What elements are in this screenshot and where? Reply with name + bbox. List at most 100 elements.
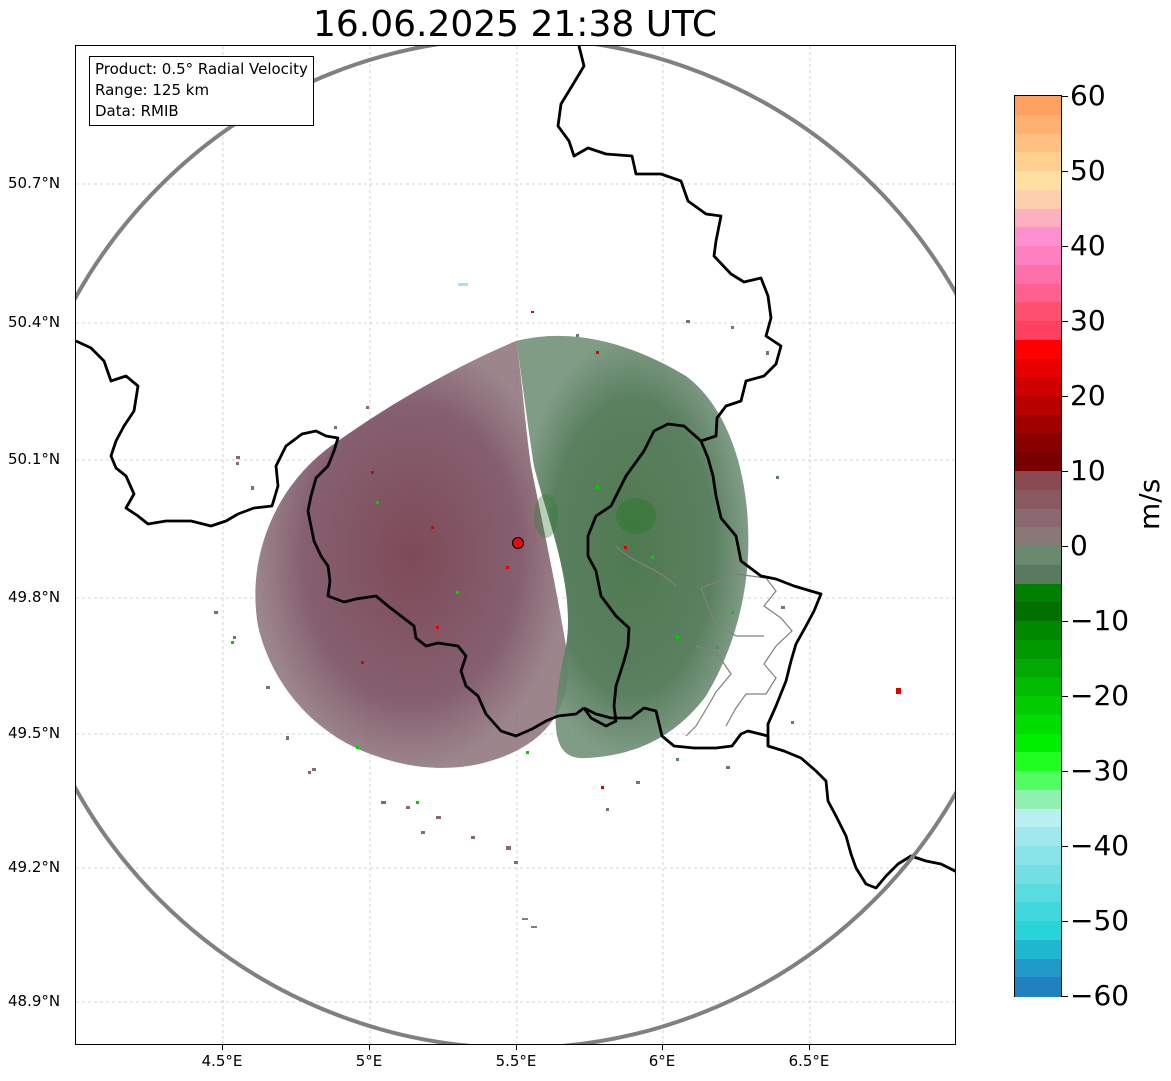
colorbar-segment [1015, 452, 1061, 472]
colorbar-segment [1015, 339, 1061, 360]
colorbar-tick-mark [1062, 846, 1068, 847]
colorbar-segment [1015, 939, 1061, 960]
colorbar-segment [1015, 902, 1061, 922]
colorbar-segment [1015, 171, 1061, 191]
colorbar-segment [1015, 639, 1061, 660]
colorbar-segment [1015, 96, 1061, 116]
y-tick-label: 49.8°N [8, 588, 61, 606]
product-label: Product: 0.5° Radial Velocity [95, 60, 308, 78]
colorbar-tick-label: 30 [1070, 304, 1106, 337]
y-tick-label: 50.4°N [8, 313, 61, 331]
colorbar-tick-mark [1062, 396, 1068, 397]
colorbar-tick-label: −10 [1070, 604, 1130, 637]
colorbar-segment [1015, 883, 1061, 903]
colorbar-segment [1015, 658, 1061, 678]
colorbar-segment [1015, 414, 1061, 435]
colorbar-segment [1015, 714, 1061, 735]
y-tick-label: 49.2°N [8, 858, 61, 876]
colorbar-segment [1015, 358, 1061, 378]
x-tick-label: 6.5°E [788, 1052, 830, 1070]
x-tick-mark [516, 1045, 517, 1050]
colorbar-segment [1015, 733, 1061, 753]
colorbar-segment [1015, 189, 1061, 210]
colorbar-segment [1015, 696, 1061, 716]
colorbar-segment [1015, 921, 1061, 941]
colorbar-tick-label: −50 [1070, 904, 1130, 937]
x-tick-label: 6°E [648, 1052, 676, 1070]
colorbar-tick-mark [1062, 696, 1068, 697]
y-tick-label: 50.1°N [8, 450, 61, 468]
province-boundaries [615, 545, 793, 737]
x-tick-mark [369, 1045, 370, 1050]
x-tick-label: 4.5°E [201, 1052, 243, 1070]
colorbar-tick-label: −60 [1070, 979, 1130, 1012]
colorbar-tick-mark [1062, 621, 1068, 622]
radar-site-marker [512, 537, 524, 549]
range-label: Range: 125 km [95, 81, 210, 99]
colorbar-segment [1015, 771, 1061, 791]
colorbar-segment [1015, 808, 1061, 828]
colorbar-segment [1015, 602, 1061, 622]
colorbar-tick-mark [1062, 171, 1068, 172]
x-tick-mark [809, 1045, 810, 1050]
colorbar-segment [1015, 377, 1061, 397]
data-source-label: Data: RMIB [95, 102, 179, 120]
radar-echo-field [214, 283, 901, 928]
colorbar-segment [1015, 208, 1061, 228]
colorbar-segment [1015, 564, 1061, 585]
colorbar-tick-label: −20 [1070, 679, 1130, 712]
colorbar-tick-label: 40 [1070, 229, 1106, 262]
colorbar-tick-mark [1062, 921, 1068, 922]
colorbar-tick-mark [1062, 96, 1068, 97]
colorbar-tick-label: 0 [1070, 529, 1088, 562]
colorbar-segment [1015, 752, 1061, 772]
colorbar-segment [1015, 471, 1061, 491]
colorbar-unit-label: m/s [1133, 478, 1166, 530]
colorbar-segment [1015, 264, 1061, 285]
map-title: 16.06.2025 21:38 UTC [312, 4, 718, 45]
colorbar-segment [1015, 546, 1061, 566]
x-tick-label: 5°E [355, 1052, 383, 1070]
colorbar-tick-mark [1062, 546, 1068, 547]
echo-approaching [516, 335, 749, 759]
radar-map[interactable] [75, 45, 956, 1045]
colorbar-segment [1015, 677, 1061, 697]
colorbar-segment [1015, 489, 1061, 510]
x-tick-mark [222, 1045, 223, 1050]
colorbar-segment [1015, 283, 1061, 303]
x-tick-label: 5.5°E [495, 1052, 537, 1070]
colorbar-segment [1015, 789, 1061, 810]
colorbar-tick-label: 50 [1070, 154, 1106, 187]
colorbar-segment [1015, 302, 1061, 322]
colorbar-segment [1015, 152, 1061, 172]
colorbar-tick-mark [1062, 471, 1068, 472]
product-info-box: Product: 0.5° Radial Velocity Range: 125… [89, 56, 314, 126]
colorbar-segment [1015, 133, 1061, 153]
country-borders [76, 46, 955, 890]
colorbar-segment [1015, 864, 1061, 885]
colorbar-segment [1015, 508, 1061, 528]
colorbar-segment [1015, 958, 1061, 978]
colorbar-segment [1015, 977, 1061, 997]
colorbar-tick-label: 60 [1070, 79, 1106, 112]
colorbar-segment [1015, 396, 1061, 416]
colorbar-segment [1015, 583, 1061, 603]
x-tick-mark [662, 1045, 663, 1050]
echo-receding [255, 341, 568, 768]
colorbar-segment [1015, 827, 1061, 847]
velocity-colorbar [1014, 95, 1062, 997]
colorbar-tick-mark [1062, 246, 1068, 247]
y-tick-label: 48.9°N [8, 992, 61, 1010]
colorbar-segment [1015, 846, 1061, 866]
colorbar-tick-mark [1062, 771, 1068, 772]
colorbar-segment [1015, 114, 1061, 135]
colorbar-tick-label: −30 [1070, 754, 1130, 787]
colorbar-segment [1015, 246, 1061, 266]
colorbar-tick-label: 20 [1070, 379, 1106, 412]
colorbar-tick-label: −40 [1070, 829, 1130, 862]
colorbar-segment [1015, 621, 1061, 641]
colorbar-segment [1015, 527, 1061, 547]
map-canvas [76, 46, 955, 1044]
y-tick-label: 49.5°N [8, 724, 61, 742]
y-tick-label: 50.7°N [8, 174, 61, 192]
